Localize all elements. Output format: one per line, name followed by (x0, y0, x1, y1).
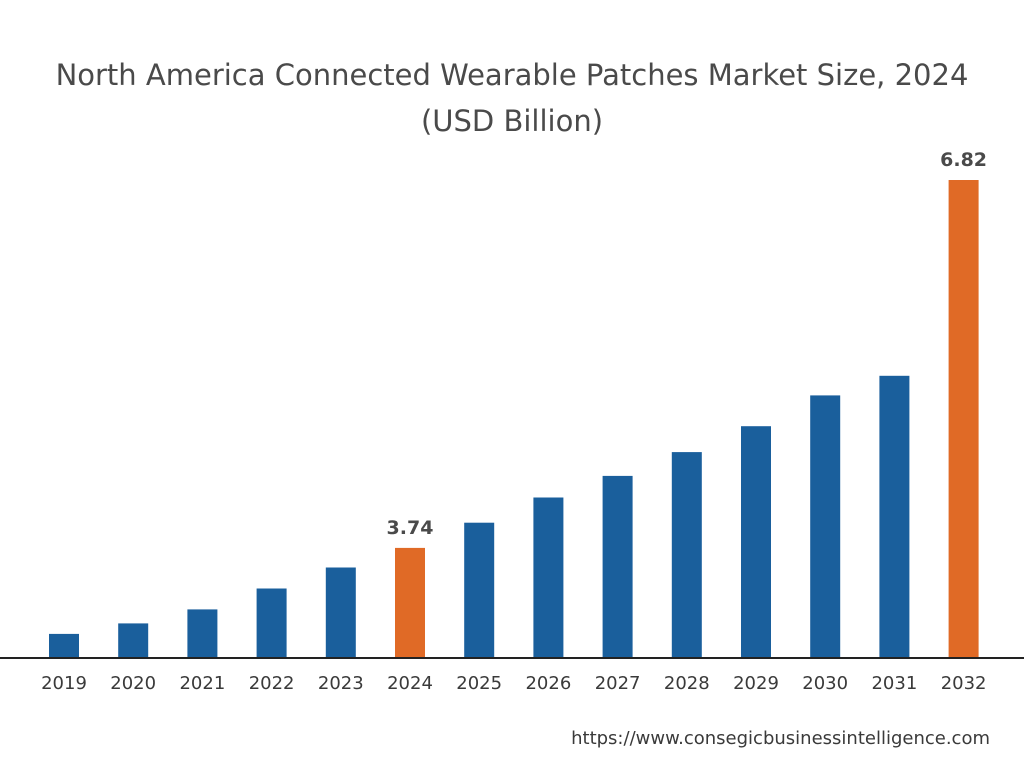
x-tick-label-2019: 2019 (41, 673, 87, 694)
bar-2023 (325, 567, 356, 657)
x-tick-label-2024: 2024 (387, 673, 433, 694)
bar-2028 (671, 452, 702, 657)
x-tick-label-2021: 2021 (179, 673, 225, 694)
bar-2026 (533, 497, 564, 657)
x-tick-label-2027: 2027 (595, 673, 641, 694)
chart-title-line-2: (USD Billion) (420, 104, 604, 138)
x-tick-label-2031: 2031 (871, 673, 917, 694)
data-label-2024: 3.74 (387, 517, 434, 539)
x-tick-label-2032: 2032 (941, 673, 987, 694)
bar-2027 (602, 475, 633, 657)
x-tick-label-2023: 2023 (318, 673, 364, 694)
source-url: https://www.consegicbusinessintelligence… (571, 728, 990, 749)
data-label-2032: 6.82 (940, 149, 987, 171)
bar-2032 (948, 180, 979, 657)
bar-2024 (395, 547, 425, 657)
bar-2031 (879, 375, 910, 657)
x-tick-label-2026: 2026 (525, 673, 571, 694)
bar-2021 (187, 609, 218, 657)
bar-2025 (464, 522, 495, 657)
chart-title: North America Connected Wearable Patches… (0, 52, 1024, 144)
bar-2019 (49, 633, 79, 657)
x-tick-label-2022: 2022 (249, 673, 295, 694)
bar-2020 (118, 623, 149, 657)
x-tick-label-2029: 2029 (733, 673, 779, 694)
x-tick-label-2020: 2020 (110, 673, 156, 694)
x-tick-label-2030: 2030 (802, 673, 848, 694)
chart-title-line-1: North America Connected Wearable Patches… (55, 58, 969, 92)
x-tick-label-2028: 2028 (664, 673, 710, 694)
x-tick-label-2025: 2025 (456, 673, 502, 694)
bar-2022 (256, 588, 287, 657)
bar-2030 (810, 395, 841, 657)
bar-2029 (741, 426, 771, 657)
